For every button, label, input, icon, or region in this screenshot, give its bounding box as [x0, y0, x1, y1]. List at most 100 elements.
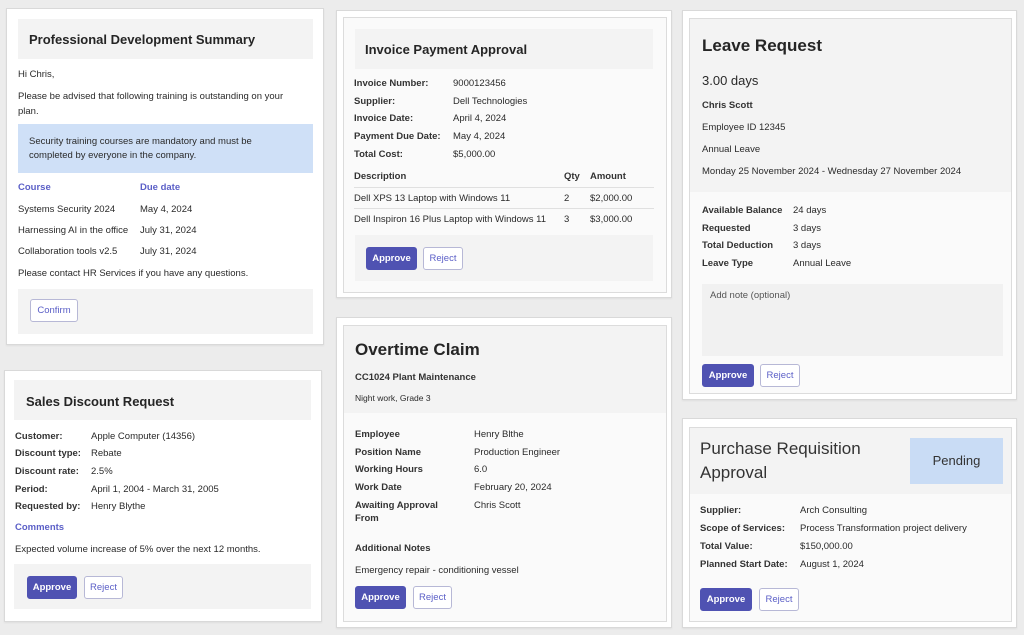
- invoice-title: Invoice Payment Approval: [365, 42, 528, 57]
- confirm-button[interactable]: Confirm: [30, 299, 78, 322]
- sales-label: Discount rate:: [15, 466, 79, 477]
- sales-comments: Expected volume increase of 5% over the …: [15, 544, 261, 555]
- overtime-notes-label: Additional Notes: [355, 543, 431, 554]
- status-badge: Pending: [910, 438, 1003, 484]
- leave-date-range: Monday 25 November 2024 - Wednesday 27 N…: [702, 166, 962, 177]
- overtime-value: Production Engineer: [474, 447, 561, 458]
- reject-button[interactable]: Reject: [760, 364, 800, 387]
- leave-employee-id: Employee ID 12345: [702, 122, 786, 133]
- leave-value: 24 days: [793, 205, 827, 216]
- overtime-label: Employee: [355, 429, 400, 440]
- invoice-label: Invoice Date:: [354, 113, 414, 124]
- overtime-label: Work Date: [355, 482, 402, 493]
- pd-contact: Please contact HR Services if you have a…: [18, 268, 249, 279]
- sales-title: Sales Discount Request: [26, 394, 175, 409]
- sales-label: Discount type:: [15, 448, 81, 459]
- leave-value: 3 days: [793, 240, 821, 251]
- invoice-approval-card: Invoice Payment Approval Invoice Number:…: [336, 10, 672, 298]
- pd-alert: Security training courses are mandatory …: [18, 124, 313, 173]
- reject-button[interactable]: Reject: [423, 247, 463, 270]
- pd-row-course: Harnessing AI in the office: [18, 225, 129, 236]
- invoice-value: Dell Technologies: [453, 96, 528, 107]
- purchase-label: Scope of Services:: [700, 523, 786, 534]
- purchase-value: Process Transformation project delivery: [800, 523, 967, 534]
- sales-label: Requested by:: [15, 501, 81, 512]
- invoice-line-description: Dell Inspiron 16 Plus Laptop with Window…: [354, 214, 547, 225]
- sales-value: Rebate: [91, 448, 122, 459]
- leave-value: 3 days: [793, 223, 821, 234]
- invoice-line-qty: 2: [564, 193, 570, 204]
- invoice-col-amount: Amount: [590, 171, 626, 182]
- overtime-label: Position Name: [355, 447, 421, 458]
- invoice-col-qty: Qty: [564, 171, 580, 182]
- purchase-label: Total Value:: [700, 541, 753, 552]
- overtime-value: February 20, 2024: [474, 482, 552, 493]
- leave-label: Available Balance: [702, 205, 783, 216]
- overtime-desc: Night work, Grade 3: [355, 393, 431, 403]
- purchase-value: $150,000.00: [800, 541, 853, 552]
- leave-title: Leave Request: [702, 36, 822, 55]
- overtime-label: Working Hours: [355, 464, 423, 475]
- professional-development-card: Professional Development Summary Hi Chri…: [6, 8, 324, 345]
- approve-button[interactable]: Approve: [366, 247, 417, 270]
- invoice-value: May 4, 2024: [453, 131, 506, 142]
- overtime-value: Henry Blthe: [474, 429, 524, 440]
- overtime-notes: Emergency repair - conditioning vessel: [355, 565, 519, 576]
- overtime-claim-card: Overtime Claim CC1024 Plant Maintenance …: [336, 317, 672, 628]
- invoice-line-amount: $3,000.00: [590, 214, 633, 225]
- leave-header: Leave Request 3.00 days Chris Scott Empl…: [690, 19, 1011, 192]
- overtime-value: 6.0: [474, 464, 488, 475]
- reject-button[interactable]: Reject: [759, 588, 799, 611]
- pd-greeting: Hi Chris,: [18, 69, 55, 80]
- sales-value: April 1, 2004 - March 31, 2005: [91, 484, 219, 495]
- approve-button[interactable]: Approve: [700, 588, 752, 611]
- pd-alert-line-1: Security training courses are mandatory …: [29, 136, 252, 147]
- sales-label: Period:: [15, 484, 48, 495]
- approve-button[interactable]: Approve: [355, 586, 406, 609]
- sales-label: Customer:: [15, 431, 63, 442]
- purchase-value: August 1, 2024: [800, 559, 864, 570]
- overtime-subtitle: CC1024 Plant Maintenance: [355, 372, 476, 383]
- leave-label: Total Deduction: [702, 240, 774, 251]
- leave-name: Chris Scott: [702, 100, 753, 111]
- purchase-value: Arch Consulting: [800, 505, 868, 516]
- pd-col-due: Due date: [140, 182, 181, 193]
- invoice-line-qty: 3: [564, 214, 570, 225]
- pd-row-course: Systems Security 2024: [18, 204, 116, 215]
- reject-button[interactable]: Reject: [413, 586, 452, 609]
- overtime-awaiting-label-2: From: [355, 513, 379, 524]
- pd-row-due: May 4, 2024: [140, 204, 193, 215]
- purchase-title-line-1: Purchase Requisition: [700, 439, 861, 458]
- pd-intro-line-1: Please be advised that following trainin…: [18, 91, 284, 102]
- overtime-header: Overtime Claim CC1024 Plant Maintenance …: [344, 326, 666, 413]
- sales-value: 2.5%: [91, 466, 113, 477]
- pd-row-due: July 31, 2024: [140, 225, 197, 236]
- invoice-label: Payment Due Date:: [354, 131, 441, 142]
- pd-title: Professional Development Summary: [29, 32, 256, 47]
- overtime-title: Overtime Claim: [355, 340, 480, 359]
- approve-button[interactable]: Approve: [27, 576, 77, 599]
- invoice-line-description: Dell XPS 13 Laptop with Windows 11: [354, 193, 511, 204]
- overtime-awaiting-value: Chris Scott: [474, 500, 521, 511]
- invoice-value: 9000123456: [453, 78, 506, 89]
- leave-days: 3.00 days: [702, 73, 759, 88]
- sales-comments-label: Comments: [15, 522, 65, 533]
- approve-button[interactable]: Approve: [702, 364, 754, 387]
- invoice-header: Invoice Payment Approval: [355, 29, 653, 69]
- invoice-divider: [354, 187, 654, 188]
- purchase-label: Planned Start Date:: [700, 559, 788, 570]
- invoice-label: Invoice Number:: [354, 78, 429, 89]
- pd-alert-line-2: completed by everyone in the company.: [29, 150, 197, 161]
- leave-request-card: Leave Request 3.00 days Chris Scott Empl…: [682, 10, 1017, 400]
- pd-col-course: Course: [18, 182, 51, 193]
- purchase-requisition-card: Purchase Requisition Approval Pending Su…: [682, 418, 1017, 628]
- invoice-label: Supplier:: [354, 96, 396, 107]
- pd-intro-line-2: plan.: [18, 106, 39, 117]
- pd-header: Professional Development Summary: [18, 19, 313, 59]
- purchase-title-line-2: Approval: [700, 463, 768, 482]
- invoice-col-description: Description: [354, 171, 407, 182]
- sales-discount-card: Sales Discount Request Customer: Apple C…: [4, 370, 322, 622]
- note-input[interactable]: [702, 284, 1003, 356]
- purchase-label: Supplier:: [700, 505, 742, 516]
- reject-button[interactable]: Reject: [84, 576, 123, 599]
